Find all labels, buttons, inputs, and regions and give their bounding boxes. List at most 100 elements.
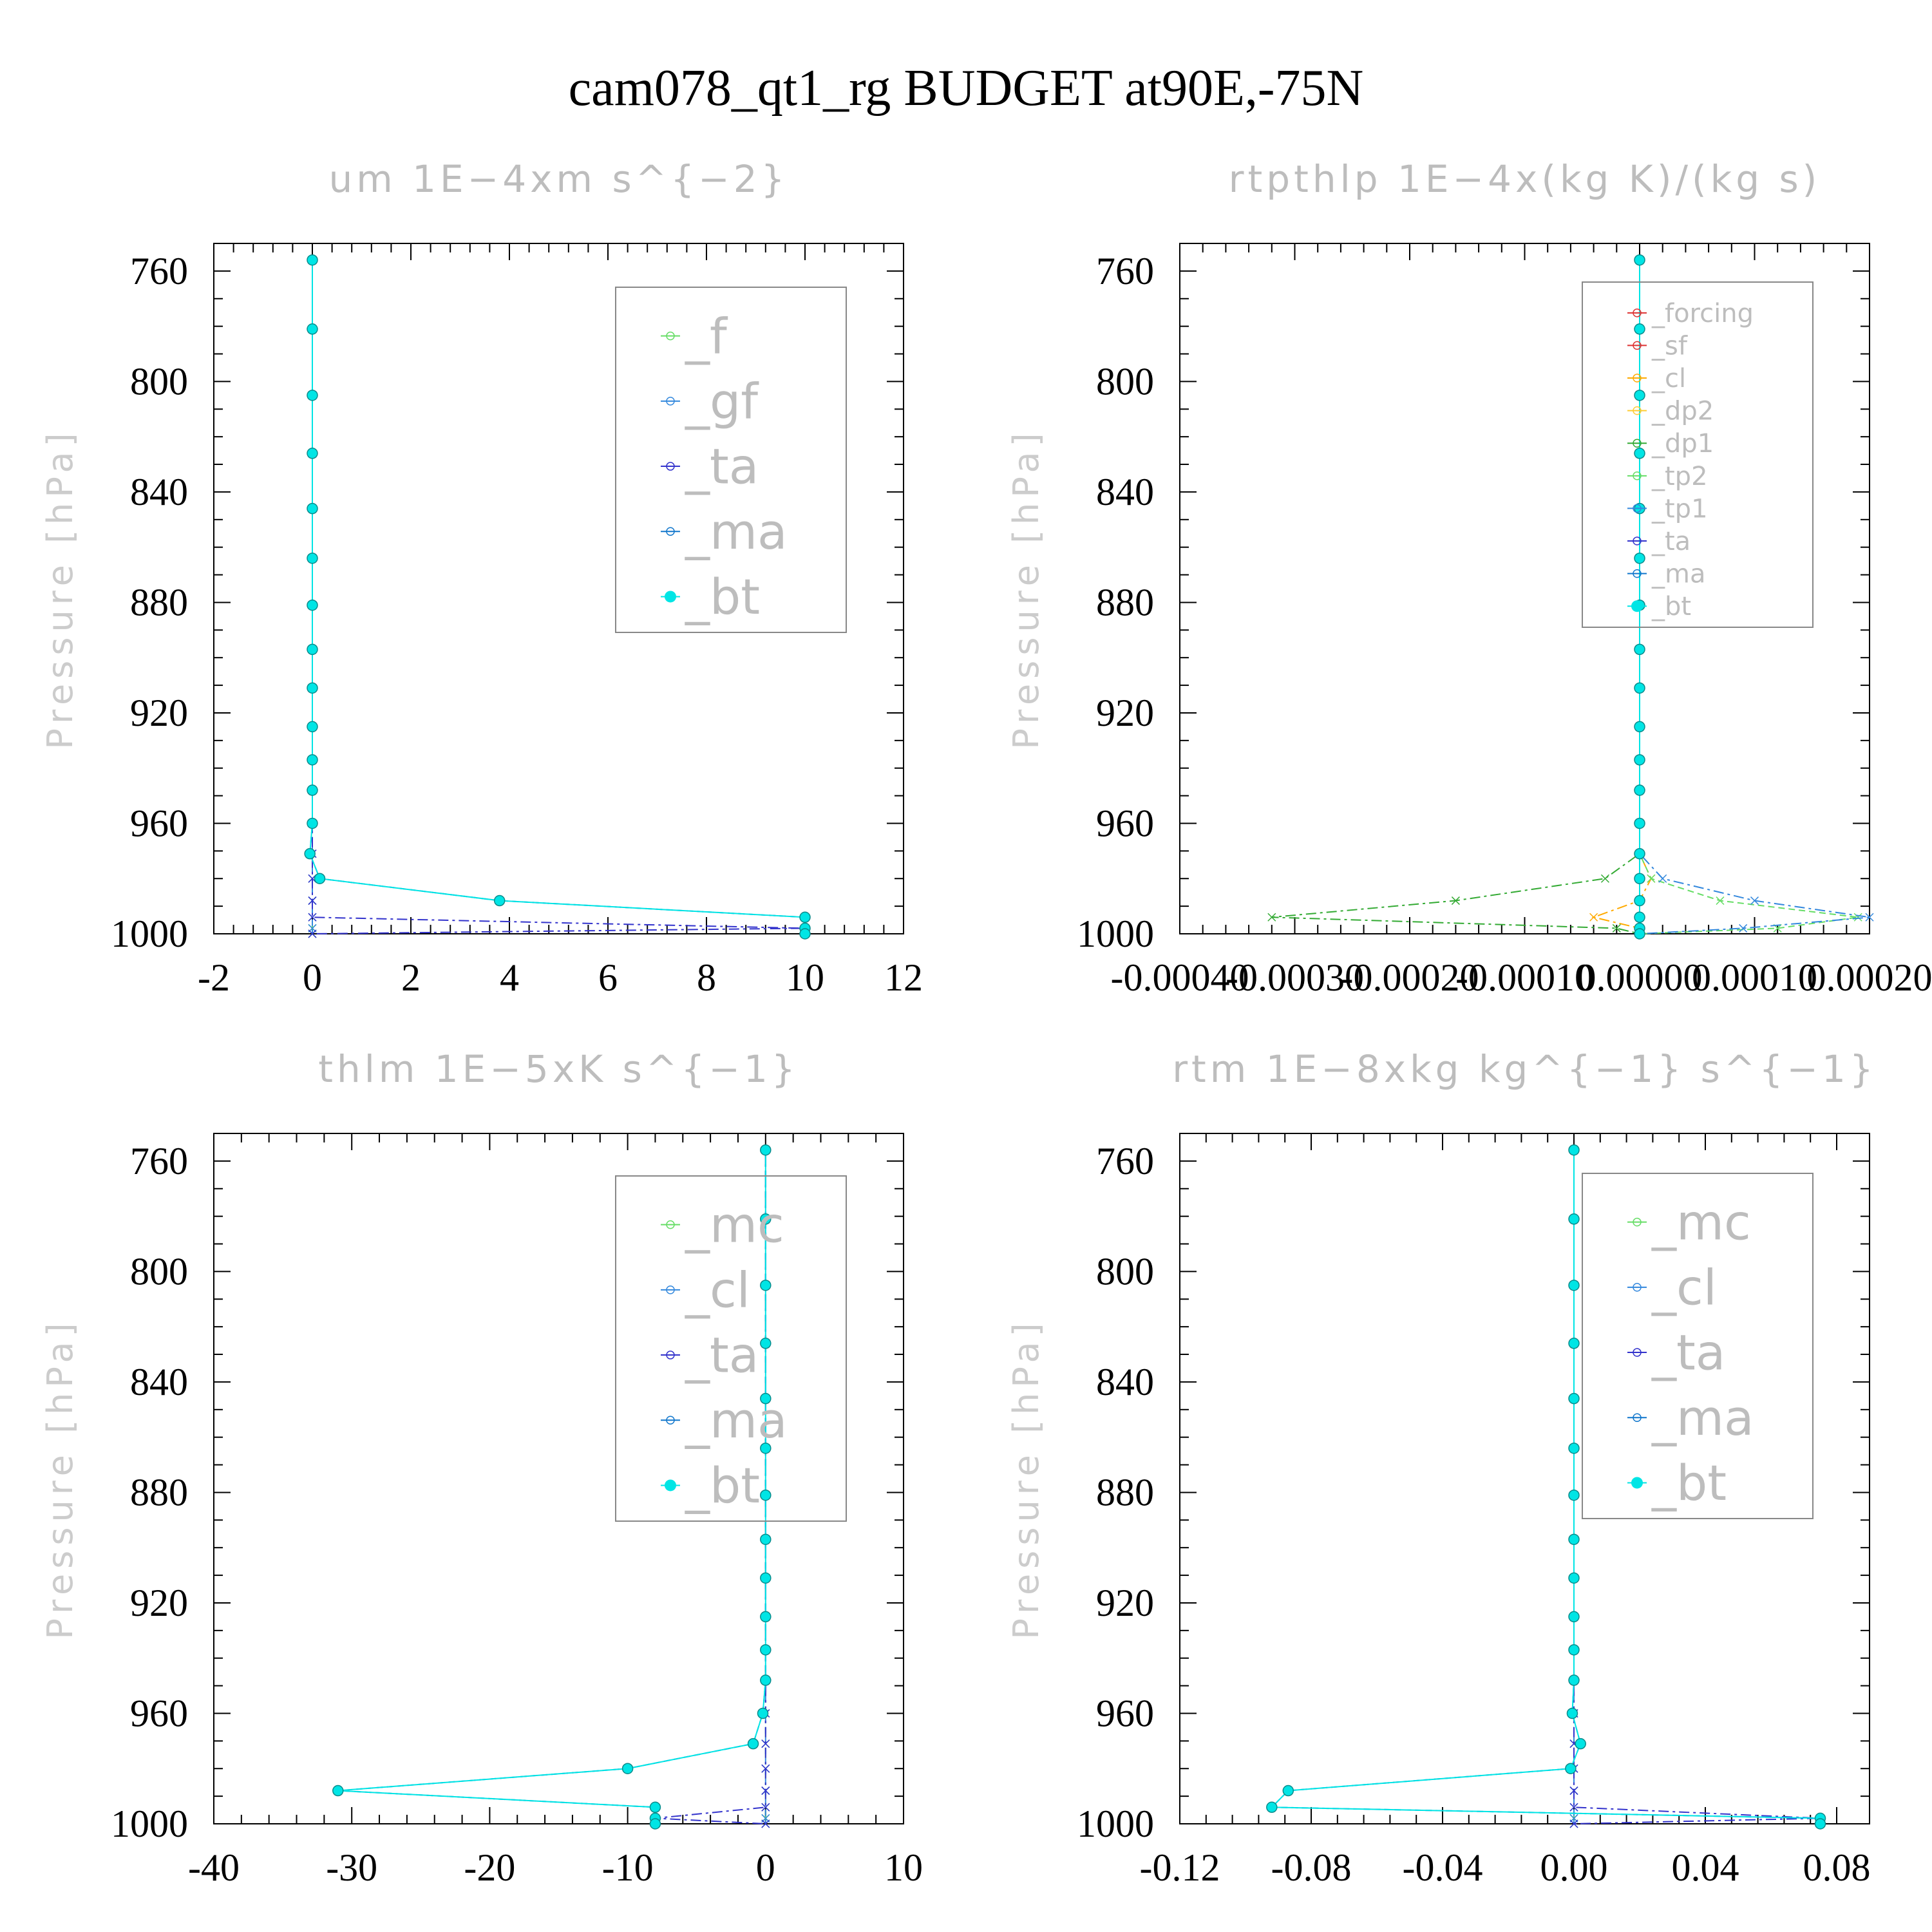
x-tick-label: 10	[786, 956, 824, 999]
data-point-bt	[1568, 1213, 1580, 1225]
legend-label: _cl	[1651, 1258, 1717, 1316]
legend-label: _ma	[685, 1392, 788, 1449]
x-tick-label: 0	[303, 956, 322, 999]
panel-title: thlm 1E−5xK s^{−1}	[318, 1047, 799, 1091]
data-point-bt	[1634, 928, 1645, 940]
data-point-cl	[1589, 913, 1598, 922]
legend-label: _sf	[1651, 331, 1688, 361]
legend-marker	[666, 331, 675, 341]
data-point-bt	[307, 254, 318, 266]
x-tick-label: 0.00010	[1692, 956, 1817, 999]
legend-label: _dp1	[1651, 429, 1714, 459]
y-axis-label: Pressure [hPa]	[1006, 1318, 1046, 1639]
data-point-ta	[761, 1819, 770, 1828]
data-point-bt	[1568, 1611, 1580, 1623]
data-point-bt	[760, 1144, 772, 1156]
data-point-tp2	[1716, 896, 1725, 905]
data-point-dp1	[1267, 913, 1276, 922]
x-tick-label: -0.00040	[1111, 956, 1249, 999]
panel-title: rtm 1E−8xkg kg^{−1} s^{−1}	[1172, 1047, 1877, 1091]
data-point-bt	[1634, 817, 1645, 829]
x-tick-label: 8	[697, 956, 716, 999]
legend-label: _ta	[685, 438, 759, 495]
chart-panel-3: thlm 1E−5xK s^{−1} Pressure [hPa] 760 800 84…	[40, 1047, 923, 1889]
series-line-bt	[1270, 1150, 1821, 1824]
data-point-bt	[1568, 1280, 1580, 1291]
data-point-bt	[760, 1338, 772, 1349]
data-point-bt	[307, 721, 318, 733]
data-point-tp1	[1750, 896, 1759, 905]
series-line-dp1	[1271, 260, 1640, 934]
data-point-bt	[760, 1572, 772, 1584]
legend-marker	[1631, 600, 1643, 612]
data-point-bt	[1566, 1707, 1578, 1719]
y-tick-label: 880	[1096, 1471, 1154, 1513]
legend-label: _forcing	[1651, 299, 1754, 328]
data-point-bt	[1568, 1644, 1580, 1656]
data-point-bt	[307, 323, 318, 335]
y-tick-label: 760	[1096, 250, 1154, 292]
data-point-bt	[1568, 1533, 1580, 1546]
legend-label: _mc	[1651, 1193, 1751, 1251]
data-point-bt	[747, 1738, 759, 1750]
series-line-ma	[1270, 1150, 1821, 1824]
x-tick-label: 10	[884, 1846, 923, 1889]
legend-marker	[1633, 504, 1642, 513]
data-point-bt	[760, 1443, 772, 1454]
data-point-bt	[649, 1801, 661, 1814]
data-point-bt	[1565, 1763, 1577, 1774]
legend-marker	[1631, 1477, 1643, 1489]
data-point-bt	[1634, 873, 1645, 884]
data-point-bt	[1634, 553, 1645, 564]
data-point-bt	[1282, 1785, 1294, 1797]
data-point-bt	[304, 848, 316, 860]
legend-label: _ta	[1651, 527, 1690, 556]
data-point-bt	[1634, 911, 1645, 923]
data-point-bt	[307, 553, 318, 564]
data-point-bt	[760, 1533, 772, 1546]
data-point-bt	[307, 754, 318, 766]
data-point-tp1	[1658, 874, 1667, 883]
data-point-dp1	[1612, 923, 1621, 933]
data-point-ta	[761, 1786, 770, 1795]
x-tick-label: 0.04	[1672, 1846, 1739, 1889]
data-point-bt	[307, 643, 318, 656]
data-point-bt	[799, 911, 811, 923]
y-tick-label: 800	[1096, 1250, 1154, 1293]
data-point-bt	[1634, 323, 1645, 335]
data-point-bt	[1266, 1801, 1278, 1814]
x-tick-label: 6	[598, 956, 618, 999]
y-tick-label: 1000	[111, 1803, 188, 1845]
legend-marker	[666, 1285, 675, 1294]
data-point-bt	[760, 1611, 772, 1623]
legend-marker	[666, 462, 675, 471]
data-point-bt	[760, 1644, 772, 1656]
legend-marker	[1633, 1283, 1642, 1292]
y-tick-label: 1000	[1077, 1803, 1154, 1845]
legend-label: _dp2	[1651, 397, 1714, 426]
data-point-ta	[1569, 1819, 1578, 1828]
data-point-bt	[1634, 643, 1645, 656]
y-tick-label: 800	[130, 1250, 188, 1293]
data-point-bt	[1568, 1144, 1580, 1156]
data-point-bt	[332, 1785, 344, 1797]
legend-marker	[1633, 569, 1642, 578]
legend-marker	[1633, 536, 1642, 545]
legend-marker	[666, 1220, 675, 1229]
data-point-bt	[1568, 1572, 1580, 1584]
x-tick-label: -0.08	[1271, 1846, 1352, 1889]
legend-marker	[1633, 1348, 1642, 1357]
legend-label: _cl	[685, 1261, 750, 1318]
data-point-bt	[1634, 448, 1645, 459]
data-point-bt	[621, 1763, 634, 1774]
y-tick-label: 920	[130, 1582, 188, 1624]
y-tick-label: 880	[130, 1471, 188, 1513]
y-axis-label: Pressure [hPa]	[40, 428, 80, 749]
legend-box	[615, 287, 847, 633]
data-point-ta	[761, 1764, 770, 1773]
data-point-tp2	[1853, 913, 1862, 922]
y-tick-label: 800	[1096, 360, 1154, 402]
legend-marker	[1633, 341, 1642, 350]
x-tick-label: 0.00000	[1577, 956, 1703, 999]
